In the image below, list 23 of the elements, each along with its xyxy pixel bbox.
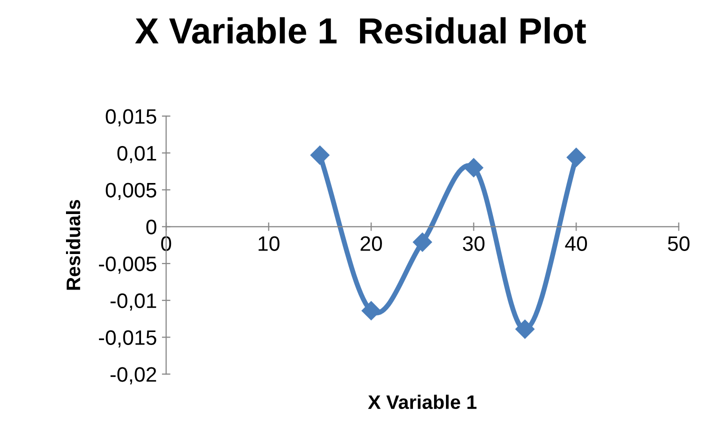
y-axis-title: Residuals <box>66 200 80 290</box>
x-tick-label: 30 <box>462 236 484 251</box>
y-tick-label: 0,005 <box>106 182 156 200</box>
x-tick-label: 20 <box>360 236 382 251</box>
x-tick-label: 40 <box>565 236 587 251</box>
y-tick-label: -0,01 <box>110 293 156 311</box>
point <box>310 146 330 165</box>
point <box>362 301 381 320</box>
x-tick-label: 50 <box>668 236 690 251</box>
point <box>566 148 586 167</box>
y-tick-label: -0,015 <box>98 330 156 348</box>
point <box>464 158 484 178</box>
point <box>515 320 534 339</box>
x-tick-label: 0 <box>161 236 172 251</box>
y-tick-label: -0,02 <box>110 367 156 384</box>
chart-title: X Variable 1 Residual Plot <box>135 17 586 44</box>
y-tick-label: -0,005 <box>98 256 156 274</box>
x-axis-title: X Variable 1 <box>368 394 476 410</box>
y-tick-label: 0 <box>146 220 156 234</box>
point <box>412 232 432 252</box>
y-tick-label: 0,015 <box>106 109 156 126</box>
x-tick-label: 10 <box>258 236 280 251</box>
y-tick-label: 0,01 <box>117 146 156 164</box>
